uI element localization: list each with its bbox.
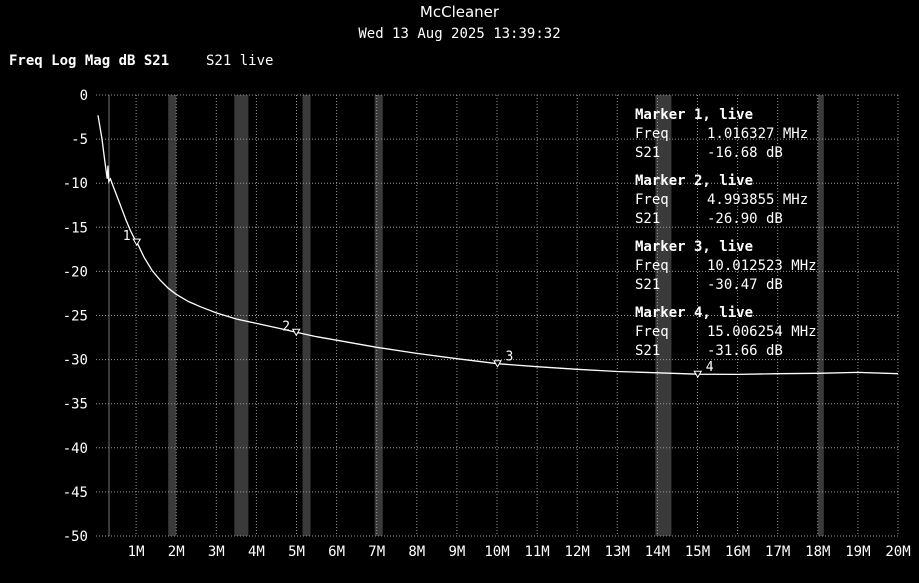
x-tick-label: 12M (565, 544, 590, 560)
marker-1-freq: 1.016327 MHz (707, 126, 809, 142)
marker-2-panel: Marker 2, live Freq 4.993855 MHz S21 -26.9… (635, 172, 808, 229)
y-tick-label: -20 (63, 264, 88, 280)
marker-2-freq-label: Freq (635, 192, 669, 208)
marker-3-freq-label: Freq (635, 258, 669, 274)
marker-3-param-label: S21 (635, 277, 661, 293)
x-tick-label: 10M (484, 544, 509, 560)
x-tick-label: 7M (368, 544, 385, 560)
x-tick-label: 5M (288, 544, 305, 560)
marker-4-freq-label: Freq (635, 324, 669, 340)
marker-1-label: 1 (123, 229, 131, 244)
x-tick-label: 6M (328, 544, 345, 560)
marker-2-label: 2 (282, 319, 290, 334)
y-tick-label: -35 (63, 397, 88, 413)
marker-1-title: Marker 1, live (635, 107, 754, 123)
x-tick-label: 17M (765, 544, 790, 560)
y-tick-label: -25 (63, 309, 88, 325)
marker-4-freq: 15.006254 MHz (707, 324, 817, 340)
y-tick-label: -45 (63, 485, 88, 501)
shaded-band-3 (234, 95, 249, 536)
marker-4-title: Marker 4, live (635, 305, 754, 321)
x-tick-label: 1M (128, 544, 145, 560)
marker-1-triangle (132, 238, 142, 247)
marker-4-panel: Marker 4, live Freq 15.006254 MHz S21 -31.… (635, 304, 817, 361)
x-tick-label: 11M (524, 544, 549, 560)
marker-1-panel: Marker 1, live Freq 1.016327 MHz S21 -16.6… (635, 106, 808, 163)
marker-3-freq: 10.012523 MHz (707, 258, 817, 274)
marker-2-value: -26.90 dB (707, 211, 783, 227)
marker-4-label: 4 (706, 360, 714, 375)
trace-status-label: S21 live (206, 53, 274, 69)
marker-1-param-label: S21 (635, 145, 661, 161)
marker-1-value: -16.68 dB (707, 145, 783, 161)
trace-line-s21 (97, 115, 899, 376)
y-tick-label: 0 (80, 88, 88, 104)
marker-2-param-label: S21 (635, 211, 661, 227)
trace-format-label[interactable]: Freq Log Mag dB S21 (9, 53, 170, 69)
shaded-band-2 (168, 95, 177, 536)
marker-3-triangle (493, 360, 502, 368)
app-title: McCleaner (419, 3, 500, 21)
x-tick-label: 20M (885, 544, 910, 560)
x-tick-label: 19M (845, 544, 870, 560)
y-tick-label: -50 (63, 529, 88, 545)
x-tick-label: 4M (248, 544, 265, 560)
y-tick-label: -30 (63, 353, 88, 369)
marker-3-value: -30.47 dB (707, 277, 783, 293)
y-tick-label: -10 (63, 176, 88, 192)
marker-2-triangle (291, 328, 301, 337)
marker-3-label: 3 (506, 350, 514, 365)
marker-3-title: Marker 3, live (635, 239, 754, 255)
marker-4-value: -31.66 dB (707, 343, 783, 359)
marker-2-title: Marker 2, live (635, 173, 754, 189)
marker-3-panel: Marker 3, live Freq 10.012523 MHz S21 -30.… (635, 238, 817, 295)
x-tick-label: 2M (168, 544, 185, 560)
x-tick-label: 16M (725, 544, 750, 560)
timestamp: Wed 13 Aug 2025 13:39:32 (358, 26, 561, 42)
y-tick-label: -5 (71, 132, 88, 148)
x-tick-label: 3M (208, 544, 225, 560)
shaded-band-1 (108, 95, 111, 536)
shaded-band-7 (817, 95, 824, 536)
y-tick-label: -40 (63, 441, 88, 457)
marker-2-freq: 4.993855 MHz (707, 192, 809, 208)
x-tick-label: 14M (645, 544, 670, 560)
x-tick-label: 15M (685, 544, 710, 560)
x-tick-label: 18M (805, 544, 830, 560)
x-tick-label: 9M (448, 544, 465, 560)
marker-4-triangle (693, 370, 703, 379)
marker-4-param-label: S21 (635, 343, 661, 359)
x-tick-label: 13M (605, 544, 630, 560)
x-tick-label: 8M (408, 544, 425, 560)
marker-1-freq-label: Freq (635, 126, 669, 142)
y-tick-label: -15 (63, 220, 88, 236)
